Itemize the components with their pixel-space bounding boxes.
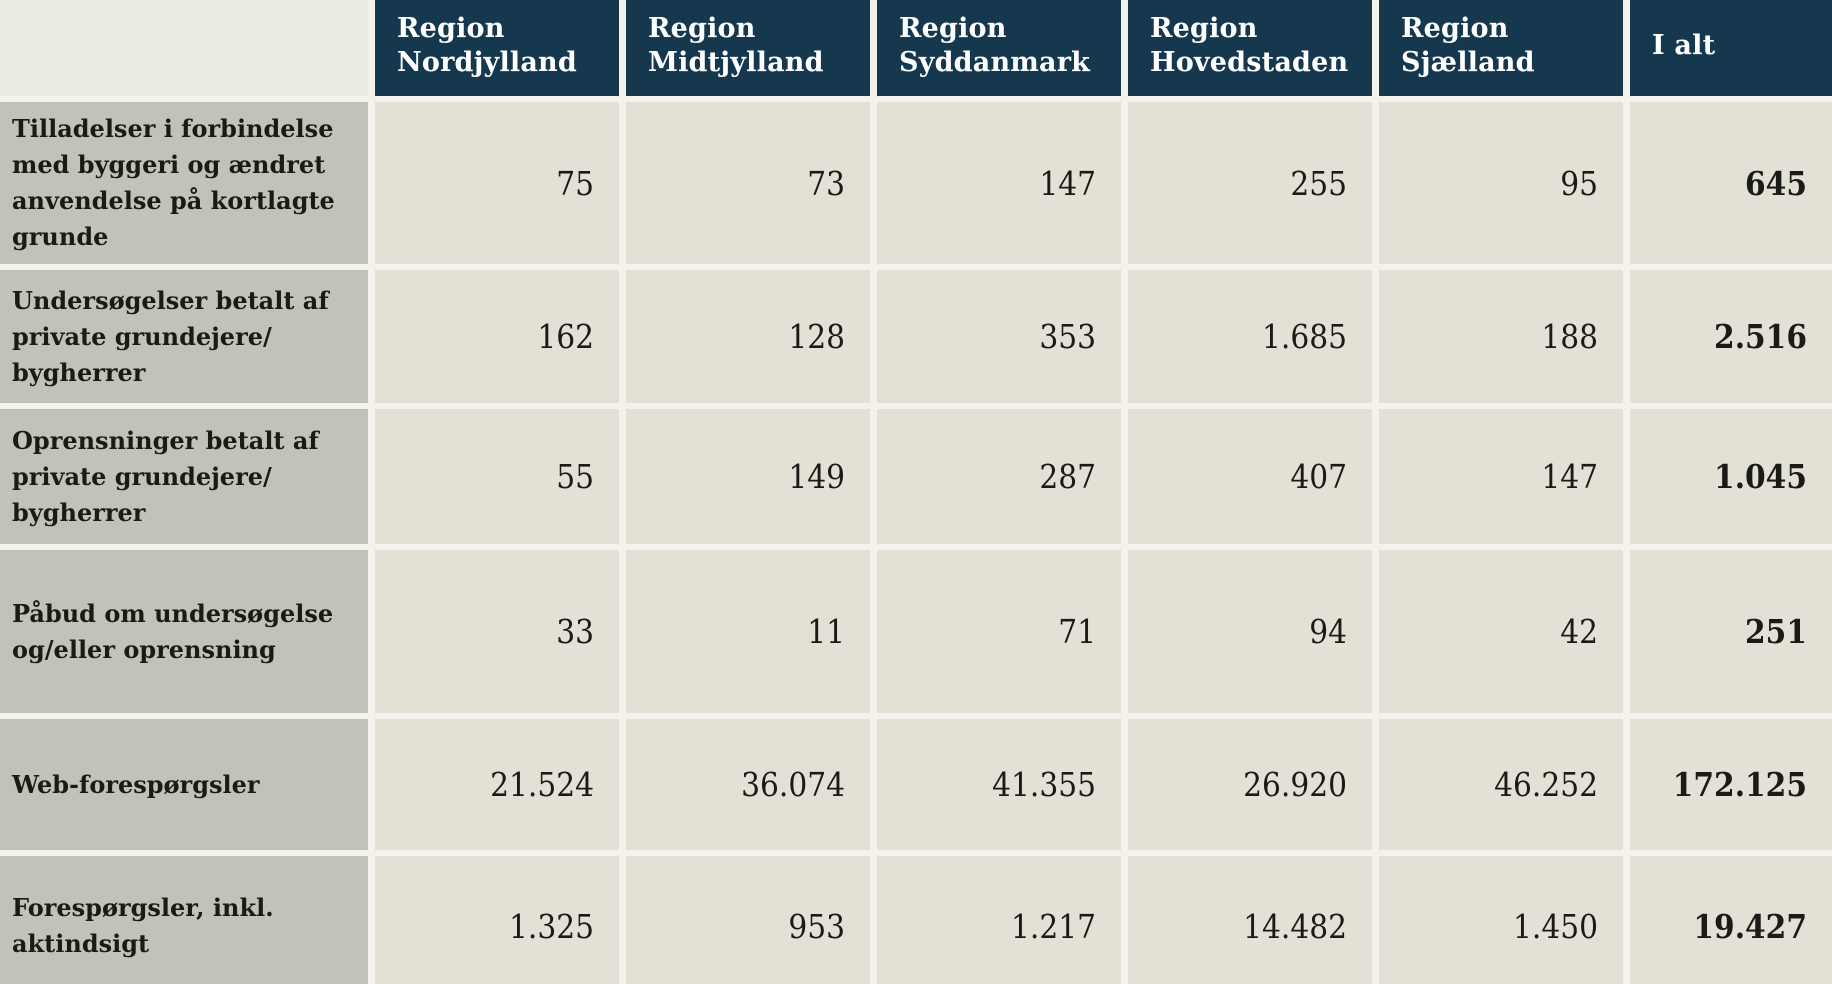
value-cell: 1.325: [375, 856, 619, 984]
value-cell: 1.217: [877, 856, 1121, 984]
table-row-undersoegelser: Undersøgelser betalt af private grundeje…: [0, 270, 1832, 403]
column-header-region-syddanmark: Region Syddanmark: [877, 0, 1121, 96]
value-cell: 149: [626, 409, 870, 544]
total-cell: 251: [1630, 550, 1832, 713]
total-cell: 19.427: [1630, 856, 1832, 984]
total-cell: 1.045: [1630, 409, 1832, 544]
table-row-forespoergsler-aktindsigt: Forespørgsler, inkl. aktindsigt 1.325 95…: [0, 856, 1832, 984]
value-cell: 287: [877, 409, 1121, 544]
value-cell: 188: [1379, 270, 1623, 403]
column-header-region-sjaelland: Region Sjælland: [1379, 0, 1623, 96]
value-cell: 33: [375, 550, 619, 713]
row-label: Forespørgsler, inkl. aktindsigt: [0, 856, 368, 984]
table-row-web-forespoergsler: Web-forespørgsler 21.524 36.074 41.355 2…: [0, 719, 1832, 850]
value-cell: 11: [626, 550, 870, 713]
value-cell: 14.482: [1128, 856, 1372, 984]
row-label: Web-forespørgsler: [0, 719, 368, 850]
column-header-i-alt: I alt: [1630, 0, 1832, 96]
value-cell: 21.524: [375, 719, 619, 850]
value-cell: 46.252: [1379, 719, 1623, 850]
header-row: Region Nordjylland Region Midtjylland Re…: [0, 0, 1832, 96]
value-cell: 55: [375, 409, 619, 544]
value-cell: 407: [1128, 409, 1372, 544]
table-row-tilladelser: Tilladelser i forbindelse med byggeri og…: [0, 102, 1832, 264]
value-cell: 128: [626, 270, 870, 403]
value-cell: 73: [626, 102, 870, 264]
value-cell: 1.450: [1379, 856, 1623, 984]
value-cell: 41.355: [877, 719, 1121, 850]
row-label: Undersøgelser betalt af private grundeje…: [0, 270, 368, 403]
value-cell: 953: [626, 856, 870, 984]
value-cell: 1.685: [1128, 270, 1372, 403]
value-cell: 42: [1379, 550, 1623, 713]
value-cell: 26.920: [1128, 719, 1372, 850]
corner-cell: [0, 0, 368, 96]
column-header-region-midtjylland: Region Midtjylland: [626, 0, 870, 96]
value-cell: 255: [1128, 102, 1372, 264]
total-cell: 2.516: [1630, 270, 1832, 403]
column-header-region-hovedstaden: Region Hovedstaden: [1128, 0, 1372, 96]
value-cell: 94: [1128, 550, 1372, 713]
value-cell: 75: [375, 102, 619, 264]
value-cell: 147: [877, 102, 1121, 264]
total-cell: 645: [1630, 102, 1832, 264]
value-cell: 162: [375, 270, 619, 403]
value-cell: 71: [877, 550, 1121, 713]
column-header-region-nordjylland: Region Nordjylland: [375, 0, 619, 96]
total-cell: 172.125: [1630, 719, 1832, 850]
value-cell: 36.074: [626, 719, 870, 850]
row-label: Påbud om undersøgelse og/eller oprensnin…: [0, 550, 368, 713]
value-cell: 95: [1379, 102, 1623, 264]
table-row-oprensninger: Oprensninger betalt af private grundejer…: [0, 409, 1832, 544]
value-cell: 147: [1379, 409, 1623, 544]
row-label: Oprensninger betalt af private grundejer…: [0, 409, 368, 544]
table-row-paabud: Påbud om undersøgelse og/eller oprensnin…: [0, 550, 1832, 713]
row-label: Tilladelser i forbindelse med byggeri og…: [0, 102, 368, 264]
value-cell: 353: [877, 270, 1121, 403]
